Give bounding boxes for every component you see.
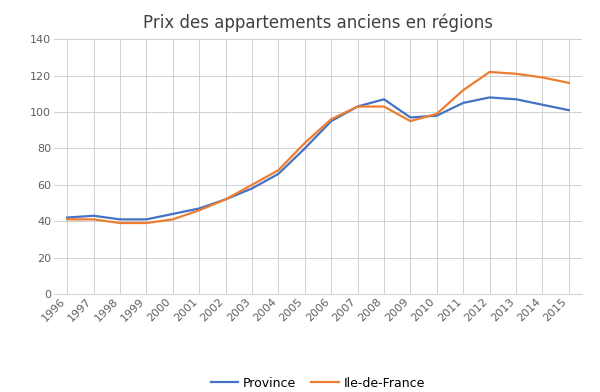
Province [460,100,467,105]
Legend: Province, Ile-de-France: Province, Ile-de-France [206,372,430,392]
Ile-de-France [248,182,256,187]
Province [328,119,335,123]
Line: Ile-de-France: Ile-de-France [67,72,569,223]
Province [380,97,388,102]
Ile-de-France [380,104,388,109]
Ile-de-France [196,208,203,212]
Ile-de-France [354,104,361,109]
Province [143,217,150,222]
Ile-de-France [275,168,282,172]
Province [196,206,203,211]
Ile-de-France [328,117,335,122]
Province [248,186,256,191]
Province [169,212,176,216]
Province [433,113,440,118]
Province [512,97,520,102]
Ile-de-France [301,141,308,145]
Province [275,172,282,176]
Province [222,197,229,202]
Ile-de-France [460,88,467,93]
Ile-de-France [486,70,493,74]
Ile-de-France [90,217,97,222]
Ile-de-France [433,111,440,116]
Province [565,108,572,113]
Province [90,213,97,218]
Ile-de-France [222,197,229,202]
Ile-de-France [143,221,150,225]
Title: Prix des appartements anciens en régions: Prix des appartements anciens en régions [143,14,493,32]
Ile-de-France [407,119,414,123]
Province [116,217,124,222]
Province [539,102,546,107]
Ile-de-France [512,71,520,76]
Province [354,104,361,109]
Province [486,95,493,100]
Ile-de-France [565,80,572,85]
Province [407,115,414,120]
Ile-de-France [64,217,71,222]
Line: Province: Province [67,98,569,220]
Province [64,215,71,220]
Ile-de-France [539,75,546,80]
Ile-de-France [169,217,176,222]
Ile-de-France [116,221,124,225]
Province [301,146,308,151]
